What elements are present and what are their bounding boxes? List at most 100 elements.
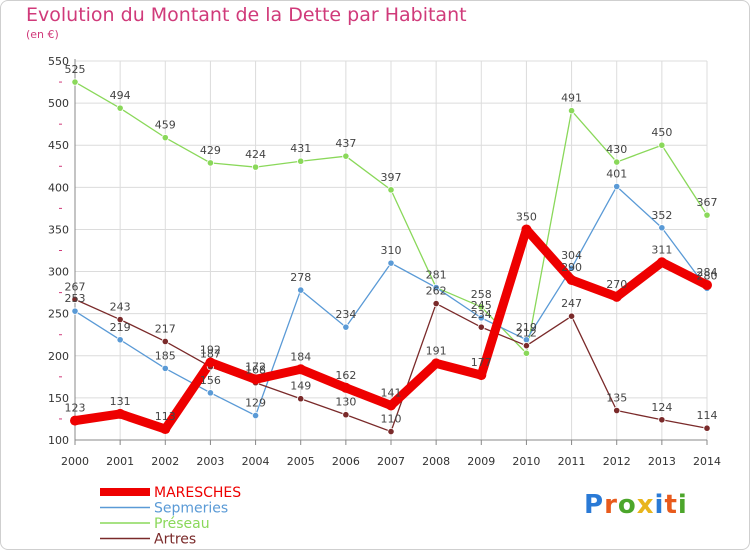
- data-label-maresches: 172: [245, 360, 266, 373]
- data-label-prseau: 281: [426, 269, 447, 282]
- data-label-artres: 110: [381, 413, 402, 426]
- x-tick-label: 2008: [422, 455, 450, 468]
- data-point-artres: [522, 342, 531, 350]
- data-labels: 525 494 459 429 424 431 437 397 281 258 491 430 450 3…: [65, 63, 718, 426]
- x-tick-label: 2014: [693, 455, 721, 468]
- y-tick-label: 250: [48, 308, 69, 321]
- data-point-sepmeries: [613, 182, 621, 191]
- data-label-maresches: 131: [110, 395, 131, 408]
- data-label-artres: 149: [290, 380, 311, 393]
- data-label-maresches: 192: [200, 344, 221, 357]
- data-label-prseau: 491: [561, 92, 582, 105]
- data-point-sepmeries: [567, 264, 576, 272]
- data-point-prseau: [251, 163, 260, 171]
- data-point-sepmeries: [477, 314, 485, 322]
- x-tick-label: 2005: [287, 455, 315, 468]
- data-label-sepmeries: 401: [606, 167, 627, 180]
- axes: 100 150 200 250 300 350 400 450 500 550 2000 2001 20…: [48, 55, 721, 468]
- data-point-maresches: [702, 280, 712, 291]
- data-point-sepmeries: [432, 283, 440, 292]
- y-tick-label: 550: [48, 55, 69, 68]
- data-label-prseau: 424: [245, 148, 266, 161]
- x-tick-label: 2002: [151, 455, 179, 468]
- legend-label-prseau: Préseau: [154, 516, 210, 532]
- data-point-prseau: [342, 152, 350, 160]
- data-label-maresches: 311: [651, 243, 672, 256]
- data-label-sepmeries: 245: [471, 299, 492, 312]
- data-label-sepmeries: 280: [697, 269, 718, 282]
- data-label-artres: 234: [471, 308, 492, 321]
- x-tick-label: 2001: [106, 455, 134, 468]
- data-point-prseau: [71, 78, 79, 86]
- data-label-sepmeries: 219: [516, 321, 537, 334]
- data-label-sepmeries: 129: [245, 397, 266, 410]
- data-label-artres: 262: [426, 285, 447, 298]
- data-label-sepmeries: 156: [200, 374, 221, 387]
- data-point-maresches: [566, 274, 577, 285]
- data-point-sepmeries: [387, 259, 395, 267]
- data-label-sepmeries: 278: [290, 271, 311, 284]
- data-label-prseau: 437: [335, 137, 356, 150]
- data-label-prseau: 431: [290, 142, 311, 155]
- data-label-sepmeries: 234: [335, 308, 356, 321]
- data-point-sepmeries: [297, 286, 305, 294]
- y-tick-label: 450: [48, 139, 69, 152]
- data-point-artres: [432, 299, 440, 308]
- data-point-artres: [342, 411, 350, 419]
- data-label-artres: 243: [110, 301, 131, 314]
- x-tick-label: 2012: [603, 455, 631, 468]
- legend-label-artres: Artres: [154, 532, 196, 548]
- data-label-maresches: 191: [426, 344, 447, 357]
- y-tick-label: 350: [48, 223, 69, 236]
- data-label-prseau: 429: [200, 144, 221, 157]
- chart-title: Evolution du Montant de la Dette par Hab…: [26, 4, 467, 26]
- legend-label-sepmeries: Sepmeries: [154, 501, 228, 517]
- data-label-sepmeries: 304: [561, 249, 582, 262]
- x-tick-label: 2006: [332, 455, 360, 468]
- y-tick-label: 500: [48, 97, 69, 110]
- data-point-prseau: [116, 104, 124, 112]
- proxiti-logo: Proxiti: [584, 490, 688, 520]
- data-point-prseau: [206, 159, 215, 167]
- data-point-maresches: [431, 358, 442, 369]
- logo-letter: i: [654, 490, 665, 520]
- logo-letter: P: [584, 490, 605, 520]
- data-label-prseau: 397: [381, 171, 402, 184]
- data-point-maresches: [295, 364, 306, 375]
- logo-letter: t: [664, 490, 678, 520]
- data-point-maresches: [115, 408, 126, 419]
- data-point-prseau: [567, 107, 576, 115]
- data-point-maresches: [521, 224, 532, 235]
- y-tick-label: 150: [48, 392, 69, 405]
- y-tick-label: 400: [48, 181, 69, 194]
- logo-letter: i: [677, 490, 688, 520]
- data-label-maresches: 350: [516, 210, 537, 223]
- data-label-artres: 247: [561, 297, 582, 310]
- y-tick-label: 300: [48, 266, 69, 279]
- x-tick-label: 2009: [467, 455, 495, 468]
- data-label-maresches: 284: [697, 266, 718, 279]
- data-label-artres: 212: [516, 327, 537, 340]
- data-point-artres: [477, 323, 485, 331]
- data-label-prseau: 367: [697, 196, 718, 209]
- data-point-artres: [71, 295, 79, 303]
- data-label-sepmeries: 310: [381, 244, 402, 257]
- data-point-maresches: [205, 357, 216, 368]
- data-point-prseau: [477, 303, 485, 311]
- legend-label-maresches: MARESCHES: [154, 485, 241, 501]
- data-point-sepmeries: [161, 364, 169, 373]
- data-label-prseau: 450: [651, 126, 672, 139]
- data-point-sepmeries: [251, 411, 260, 420]
- data-label-sepmeries: 219: [110, 321, 131, 334]
- x-tick-label: 2013: [648, 455, 676, 468]
- data-point-sepmeries: [658, 224, 666, 232]
- data-point-prseau: [161, 134, 169, 142]
- data-point-prseau: [703, 211, 711, 219]
- data-point-maresches: [476, 370, 487, 381]
- logo-letter: o: [617, 490, 637, 520]
- data-label-prseau: 459: [155, 119, 176, 132]
- data-label-maresches: 270: [606, 278, 627, 291]
- data-label-sepmeries: 185: [155, 349, 176, 362]
